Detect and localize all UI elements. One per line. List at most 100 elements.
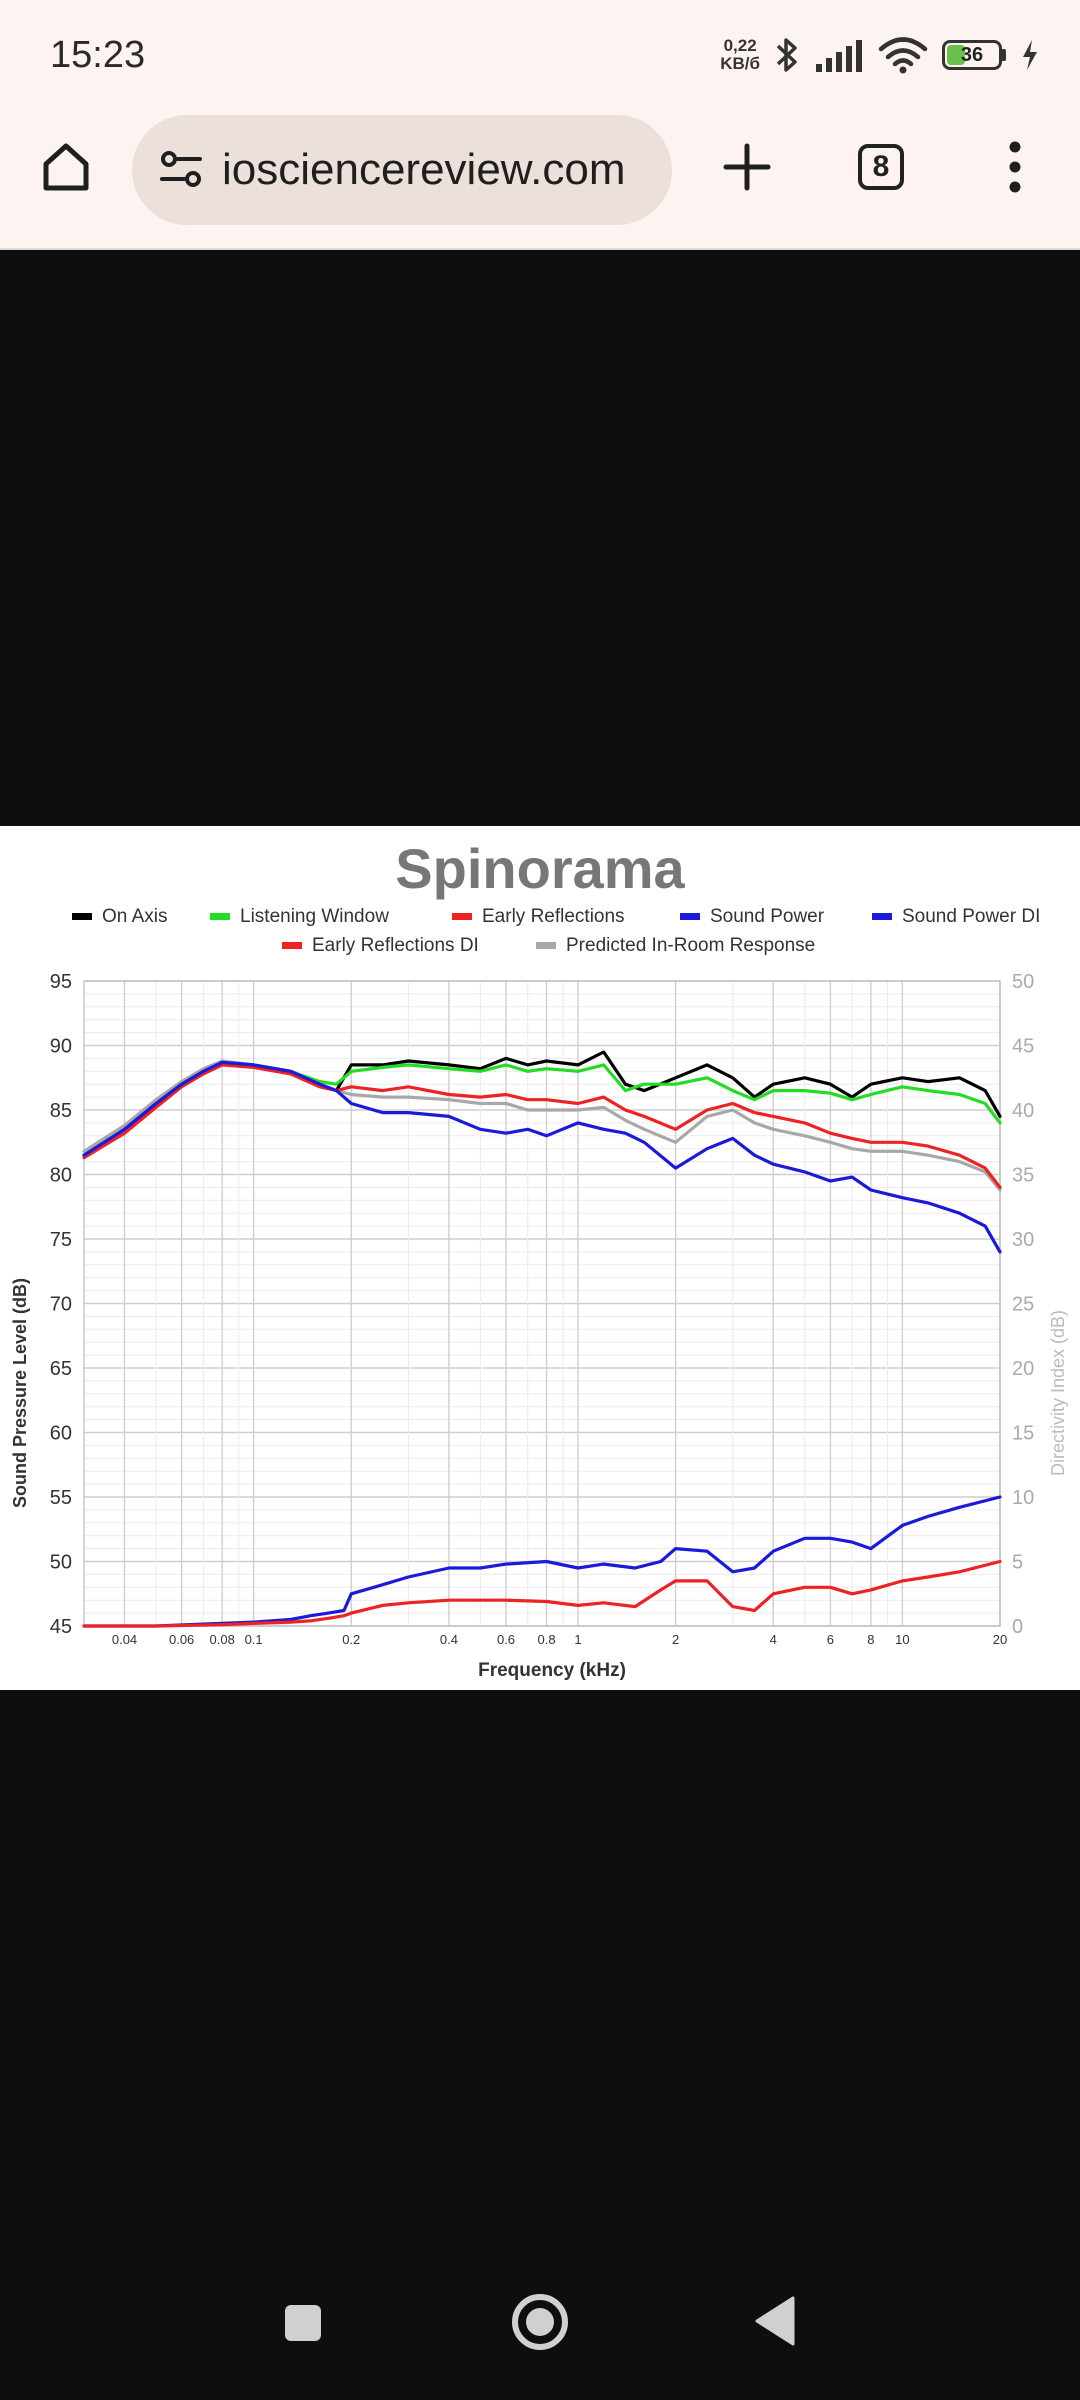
battery-level-fill (947, 45, 965, 65)
chart-title: Spinorama (395, 837, 685, 900)
battery-level: 36 (960, 44, 984, 66)
chart-grid (83, 980, 1001, 1627)
x-tick-label: 10 (895, 1632, 909, 1647)
url-text: iosciencereview.com (222, 145, 626, 194)
legend-swatch (872, 913, 892, 920)
x-tick-label: 0.1 (245, 1632, 263, 1647)
x-tick-label: 0.06 (169, 1632, 194, 1647)
browser-toolbar: iosciencereview.com 8 (0, 110, 1080, 250)
x-axis-label: Frequency (kHz) (478, 1660, 626, 1681)
chart-image: Spinorama On Axis Listening Window Early R… (0, 826, 1080, 1690)
system-nav-bar (0, 2260, 1080, 2400)
back-button[interactable] (742, 2288, 808, 2354)
legend-label: Predicted In-Room Response (566, 935, 815, 956)
y-tick-label: 45 (50, 1616, 72, 1638)
y2-tick-label: 0 (1012, 1616, 1023, 1638)
network-speed-value: 0,22 (723, 36, 757, 55)
new-tab-button[interactable] (712, 132, 782, 202)
y-tick-label: 90 (50, 1036, 72, 1058)
home-icon (43, 143, 89, 191)
legend-label: Sound Power (710, 906, 825, 927)
y-tick-label: 95 (50, 971, 72, 993)
new-tab-icon (723, 143, 771, 191)
y2-axis-label: Directivity Index (dB) (1048, 1310, 1068, 1476)
menu-icon (1009, 141, 1021, 193)
network-speed: 0,22 KB/б (720, 37, 760, 73)
series-line-early-reflections-di (82, 1559, 1002, 1628)
tab-count: 8 (872, 150, 890, 183)
legend-swatch (72, 913, 92, 920)
tabs-button[interactable]: 8 (846, 132, 916, 202)
x-tick-label: 0.08 (210, 1632, 235, 1647)
legend-swatch (680, 913, 700, 920)
plot-frame (83, 980, 1001, 1627)
home-nav-button[interactable] (504, 2286, 576, 2358)
x-tick-label: 8 (867, 1632, 874, 1647)
y2-tick-label: 20 (1012, 1358, 1034, 1380)
y-tick-label: 70 (50, 1294, 72, 1316)
legend-label: Early Reflections (482, 906, 625, 927)
x-tick-label: 0.8 (538, 1632, 556, 1647)
legend-swatch (536, 942, 556, 949)
network-speed-unit: KB/б (720, 54, 760, 73)
back-icon (755, 2296, 795, 2346)
recents-icon (285, 2305, 321, 2341)
y2-tick-label: 15 (1012, 1423, 1034, 1445)
menu-button[interactable] (980, 132, 1050, 202)
y-axis-label: Sound Pressure Level (dB) (10, 1278, 30, 1508)
y-tick-label: 85 (50, 1100, 72, 1122)
battery-icon: 36 (942, 40, 1002, 70)
legend-label: Sound Power DI (902, 906, 1040, 927)
y2-tick-label: 45 (1012, 1036, 1034, 1058)
legend-label: Early Reflections DI (312, 935, 479, 956)
y-tick-label: 55 (50, 1487, 72, 1509)
x-tick-label: 0.2 (342, 1632, 360, 1647)
bluetooth-icon (776, 38, 797, 72)
legend-swatch (210, 913, 230, 920)
legend-label: Listening Window (240, 906, 389, 927)
y2-tick-label: 10 (1012, 1487, 1034, 1509)
spinorama-chart: Spinorama On Axis Listening Window Early R… (10, 837, 1068, 1681)
home-circle-icon (512, 2294, 568, 2350)
address-bar[interactable]: iosciencereview.com (132, 115, 672, 225)
y-tick-label: 60 (50, 1423, 72, 1445)
status-bar: 15:23 0,22 KB/б 36 (0, 0, 1080, 110)
chart-series (82, 1050, 1002, 1628)
y-tick-label: 65 (50, 1358, 72, 1380)
y2-tick-label: 35 (1012, 1165, 1034, 1187)
x-tick-label: 2 (672, 1632, 679, 1647)
y2-tick-label: 40 (1012, 1100, 1034, 1122)
series-line-sound-power (82, 1060, 1002, 1254)
legend-label: On Axis (102, 906, 167, 927)
charging-icon (1023, 40, 1037, 70)
site-settings-icon[interactable] (156, 145, 206, 195)
home-button[interactable] (30, 130, 102, 202)
legend-swatch (282, 942, 302, 949)
x-tick-label: 1 (574, 1632, 581, 1647)
y-tick-label: 75 (50, 1229, 72, 1251)
y2-tick-label: 30 (1012, 1229, 1034, 1251)
chart-legend: On Axis Listening Window Early Reflections… (72, 906, 1040, 956)
battery-tip (1002, 49, 1006, 61)
signal-icon (816, 40, 862, 72)
status-time: 15:23 (50, 34, 146, 76)
tabs-icon: 8 (858, 144, 904, 190)
y-tick-label: 80 (50, 1165, 72, 1187)
series-line-early-reflections (82, 1063, 1002, 1189)
x-tick-label: 20 (993, 1632, 1007, 1647)
x-tick-label: 4 (770, 1632, 777, 1647)
recents-button[interactable] (270, 2290, 336, 2356)
y2-tick-label: 25 (1012, 1294, 1034, 1316)
y2-tick-label: 5 (1012, 1552, 1023, 1574)
wifi-icon (878, 37, 928, 74)
series-line-sound-power-di (82, 1495, 1002, 1628)
series-line-predicted-in-room-response (82, 1059, 1002, 1192)
status-icons: 0,22 KB/б 36 (720, 30, 1040, 80)
y2-tick-label: 50 (1012, 971, 1034, 993)
legend-swatch (452, 913, 472, 920)
x-tick-label: 0.6 (497, 1632, 515, 1647)
x-tick-label: 6 (827, 1632, 834, 1647)
x-tick-label: 0.4 (440, 1632, 458, 1647)
x-tick-label: 0.04 (112, 1632, 137, 1647)
y-tick-label: 50 (50, 1552, 72, 1574)
